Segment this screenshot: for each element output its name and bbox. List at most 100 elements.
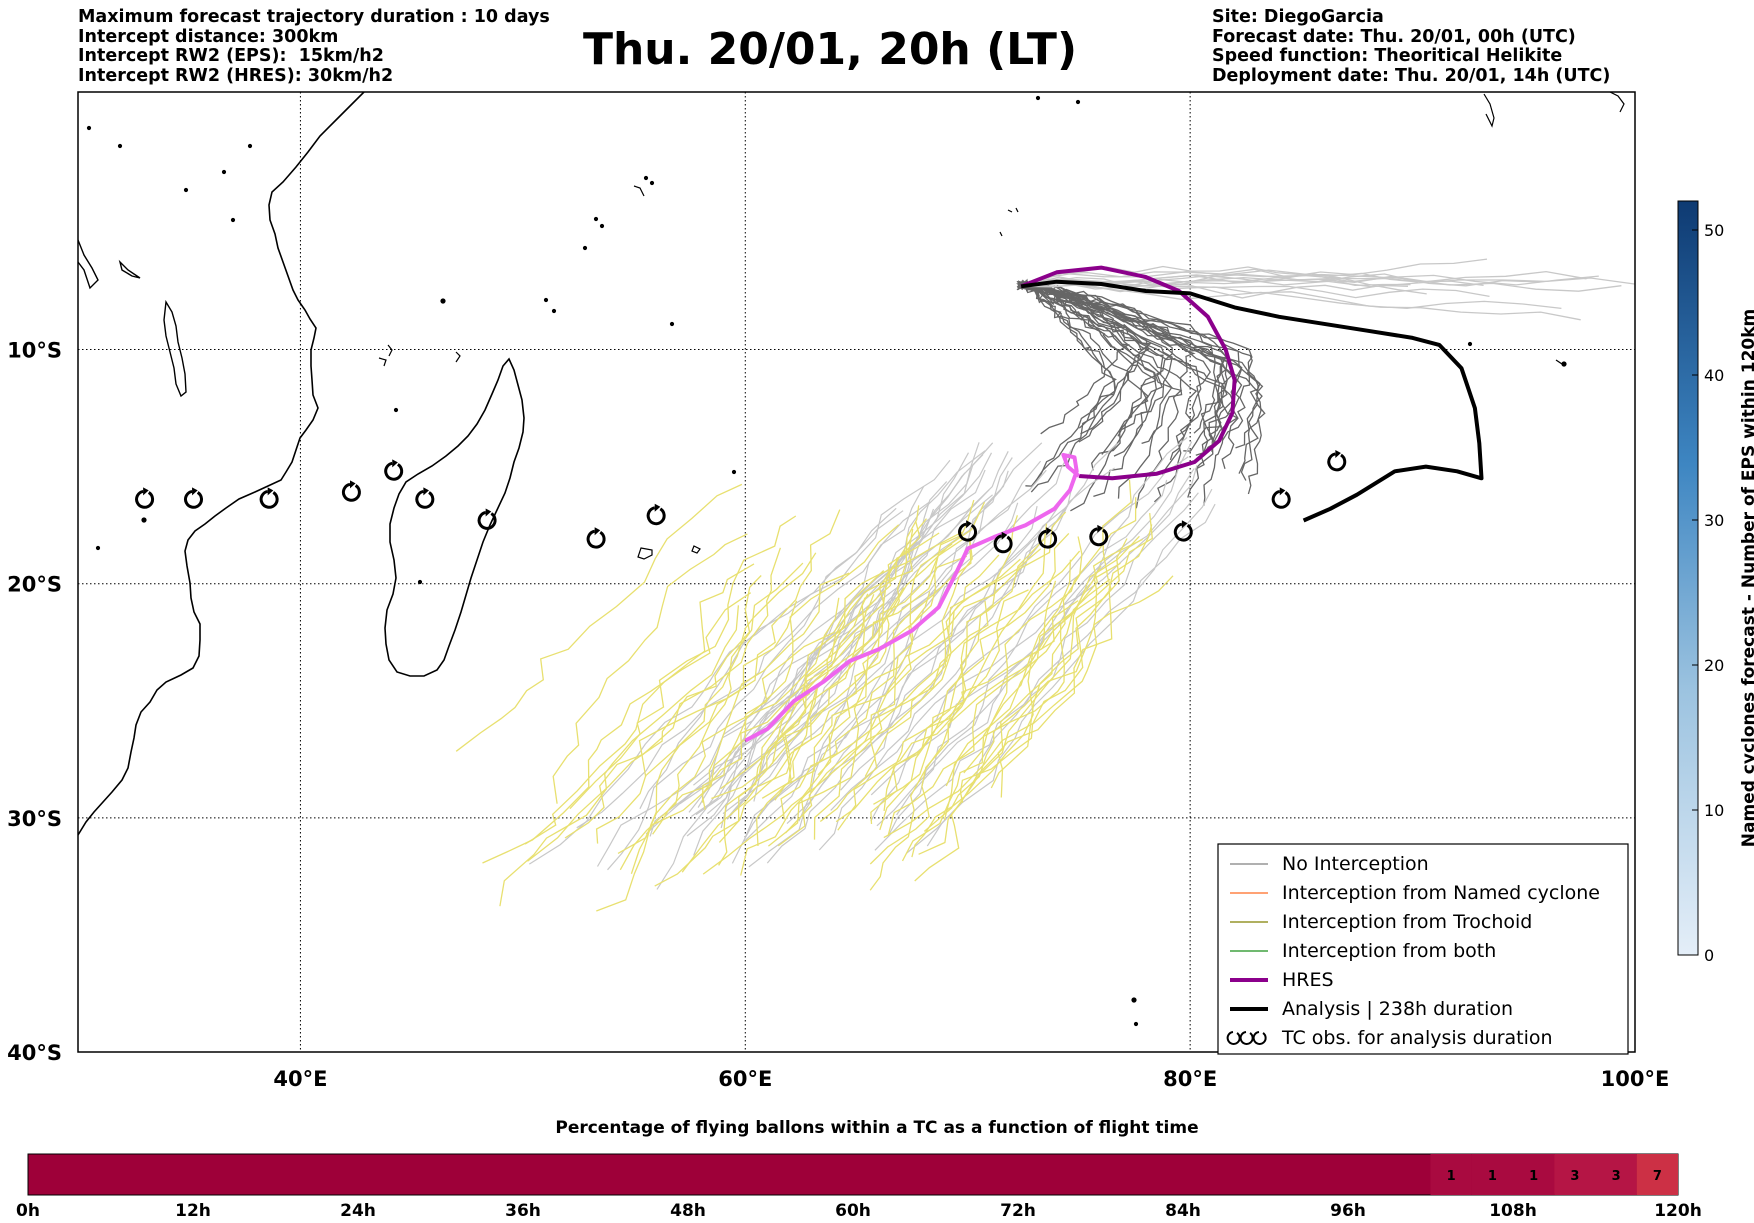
tc-obs-symbol — [1271, 487, 1291, 509]
eps-trochoid-track — [552, 533, 748, 804]
timebar-cell-value: 1 — [1488, 1169, 1497, 1184]
eps-trochoid-track — [873, 562, 1121, 805]
tc-obs-symbol — [135, 487, 154, 509]
eps-trochoid-track — [681, 587, 905, 873]
madagascar-coastline — [384, 357, 525, 677]
timebar-tick-label: 48h — [670, 1201, 706, 1221]
colorbar-label: Named cyclones forecast - Number of EPS … — [1739, 309, 1754, 848]
eps-trochoid-track — [945, 538, 1143, 787]
eps-track — [1020, 258, 1488, 287]
page-title: Thu. 20/01, 20h (LT) — [582, 24, 1078, 75]
eps-trochoid-track — [499, 605, 740, 907]
param-rw2-hres: Intercept RW2 (HRES): 30km/h2 — [78, 65, 394, 86]
colorbar-tick-label: 40 — [1704, 366, 1724, 385]
timebar-tick-label: 24h — [340, 1201, 376, 1221]
hres-track-late — [744, 452, 1081, 743]
eps-trochoid-track — [740, 591, 931, 876]
legend-box — [1217, 843, 1629, 1055]
eps-trochoid-track — [959, 575, 1174, 803]
eps-trochoid-track — [870, 550, 1081, 825]
colorbar-tick-label: 50 — [1704, 221, 1724, 240]
timebar-cell — [1636, 1154, 1678, 1195]
eps-trochoid-track — [887, 536, 1083, 836]
timebar-tick-label: 120h — [1654, 1201, 1702, 1221]
eps-trochoid-track — [901, 559, 1072, 862]
lat-tick-label: 40°S — [7, 1041, 62, 1065]
eps-track — [1018, 281, 1227, 470]
lon-tick-label: 60°E — [718, 1067, 772, 1091]
timebar-tick-label: 36h — [505, 1201, 541, 1221]
legend-label: Analysis | 238h duration — [1282, 998, 1513, 1020]
colorbar-tick-label: 20 — [1704, 656, 1724, 675]
eps-trochoid-track — [617, 570, 885, 854]
eps-track — [729, 442, 1043, 816]
timebar-background — [27, 1153, 1679, 1196]
eps-track — [528, 507, 897, 865]
tc-obs-symbol — [184, 487, 203, 509]
eps-track — [786, 467, 1115, 825]
tc-obs-symbol — [341, 480, 361, 502]
lat-tick-label: 20°S — [7, 573, 62, 597]
eps-track — [870, 437, 1188, 796]
eps-trochoid-track — [883, 523, 1048, 811]
timebar-tick-label: 60h — [835, 1201, 871, 1221]
eps-trochoid-track — [777, 558, 1021, 847]
param-deployment-date: Deployment date: Thu. 20/01, 14h (UTC) — [1212, 65, 1611, 86]
timebar-cell-value: 7 — [1653, 1169, 1662, 1184]
eps-track — [1020, 269, 1599, 287]
timebar-tick-label: 72h — [1000, 1201, 1036, 1221]
legend-label: Interception from both — [1282, 940, 1496, 962]
eps-track — [1021, 275, 1540, 290]
tc-obs-symbol — [646, 503, 666, 526]
lake-malawi — [163, 299, 187, 398]
tc-obs-symbol — [384, 459, 404, 481]
analysis-track — [1020, 279, 1484, 523]
eps-trochoid-track — [652, 572, 850, 835]
eps-trochoid-track — [883, 538, 1128, 839]
eps-track — [690, 452, 970, 817]
africa-coastline-north — [78, 239, 99, 290]
eps-trochoid-track — [654, 593, 869, 887]
tc-obs-symbol — [477, 508, 497, 530]
eps-trochoid-track — [817, 511, 1067, 776]
eps-trochoid-track — [864, 499, 975, 777]
tc-obs-symbol — [1327, 449, 1347, 472]
lon-tick-label: 40°E — [273, 1067, 327, 1091]
eps-track — [1020, 276, 1562, 310]
eps-trochoid-track — [630, 597, 840, 875]
tc-obs-symbol — [993, 531, 1013, 554]
small-islands — [86, 92, 1625, 1027]
eps-trochoid-track — [596, 600, 798, 912]
lake-tanganyika — [118, 259, 141, 279]
legend-label: Interception from Named cyclone — [1282, 882, 1600, 904]
eps-trochoid-track — [923, 565, 1102, 832]
colorbar-tick-label: 30 — [1704, 511, 1724, 530]
flight-time-bar: 1 1 1 3 3 7 0h 12h 24h 36h 48h 60h 72h 84h 96h 108h 120… — [16, 1153, 1702, 1221]
param-max-duration: Maximum forecast trajectory duration : 1… — [78, 7, 550, 27]
eps-track — [905, 503, 1216, 854]
africa-coastline — [78, 92, 365, 836]
eps-trochoid-track — [701, 532, 940, 810]
eps-track — [607, 510, 904, 871]
tc-obs-symbol — [415, 487, 435, 509]
eps-track — [596, 501, 930, 867]
param-forecast-date: Forecast date: Thu. 20/01, 00h (UTC) — [1212, 26, 1576, 47]
colorbar-gradient — [1677, 200, 1699, 956]
timebar-cell-value: 3 — [1570, 1169, 1579, 1184]
eps-track — [731, 502, 1019, 864]
timebar-cell-value: 1 — [1529, 1169, 1538, 1184]
timebar-cell — [1595, 1154, 1637, 1195]
eps-trochoid-track — [455, 483, 743, 752]
site-parameters: Site: DiegoGarcia Forecast date: Thu. 20… — [1212, 7, 1611, 86]
eps-trochoid-track — [638, 509, 841, 777]
map-legend: No Interception Interception from Named c… — [1217, 843, 1629, 1055]
eps-track — [888, 479, 1168, 835]
timebar-tick-label: 0h — [16, 1201, 40, 1221]
param-speed-function: Speed function: Theoritical Helikite — [1212, 46, 1563, 66]
timebar-tick-label: 12h — [175, 1201, 211, 1221]
hres-track — [1020, 265, 1237, 481]
timebar-cell — [1513, 1154, 1555, 1195]
eps-trochoid-track — [701, 524, 900, 803]
tc-obs-symbol — [586, 527, 606, 549]
lon-tick-label: 100°E — [1601, 1067, 1670, 1091]
